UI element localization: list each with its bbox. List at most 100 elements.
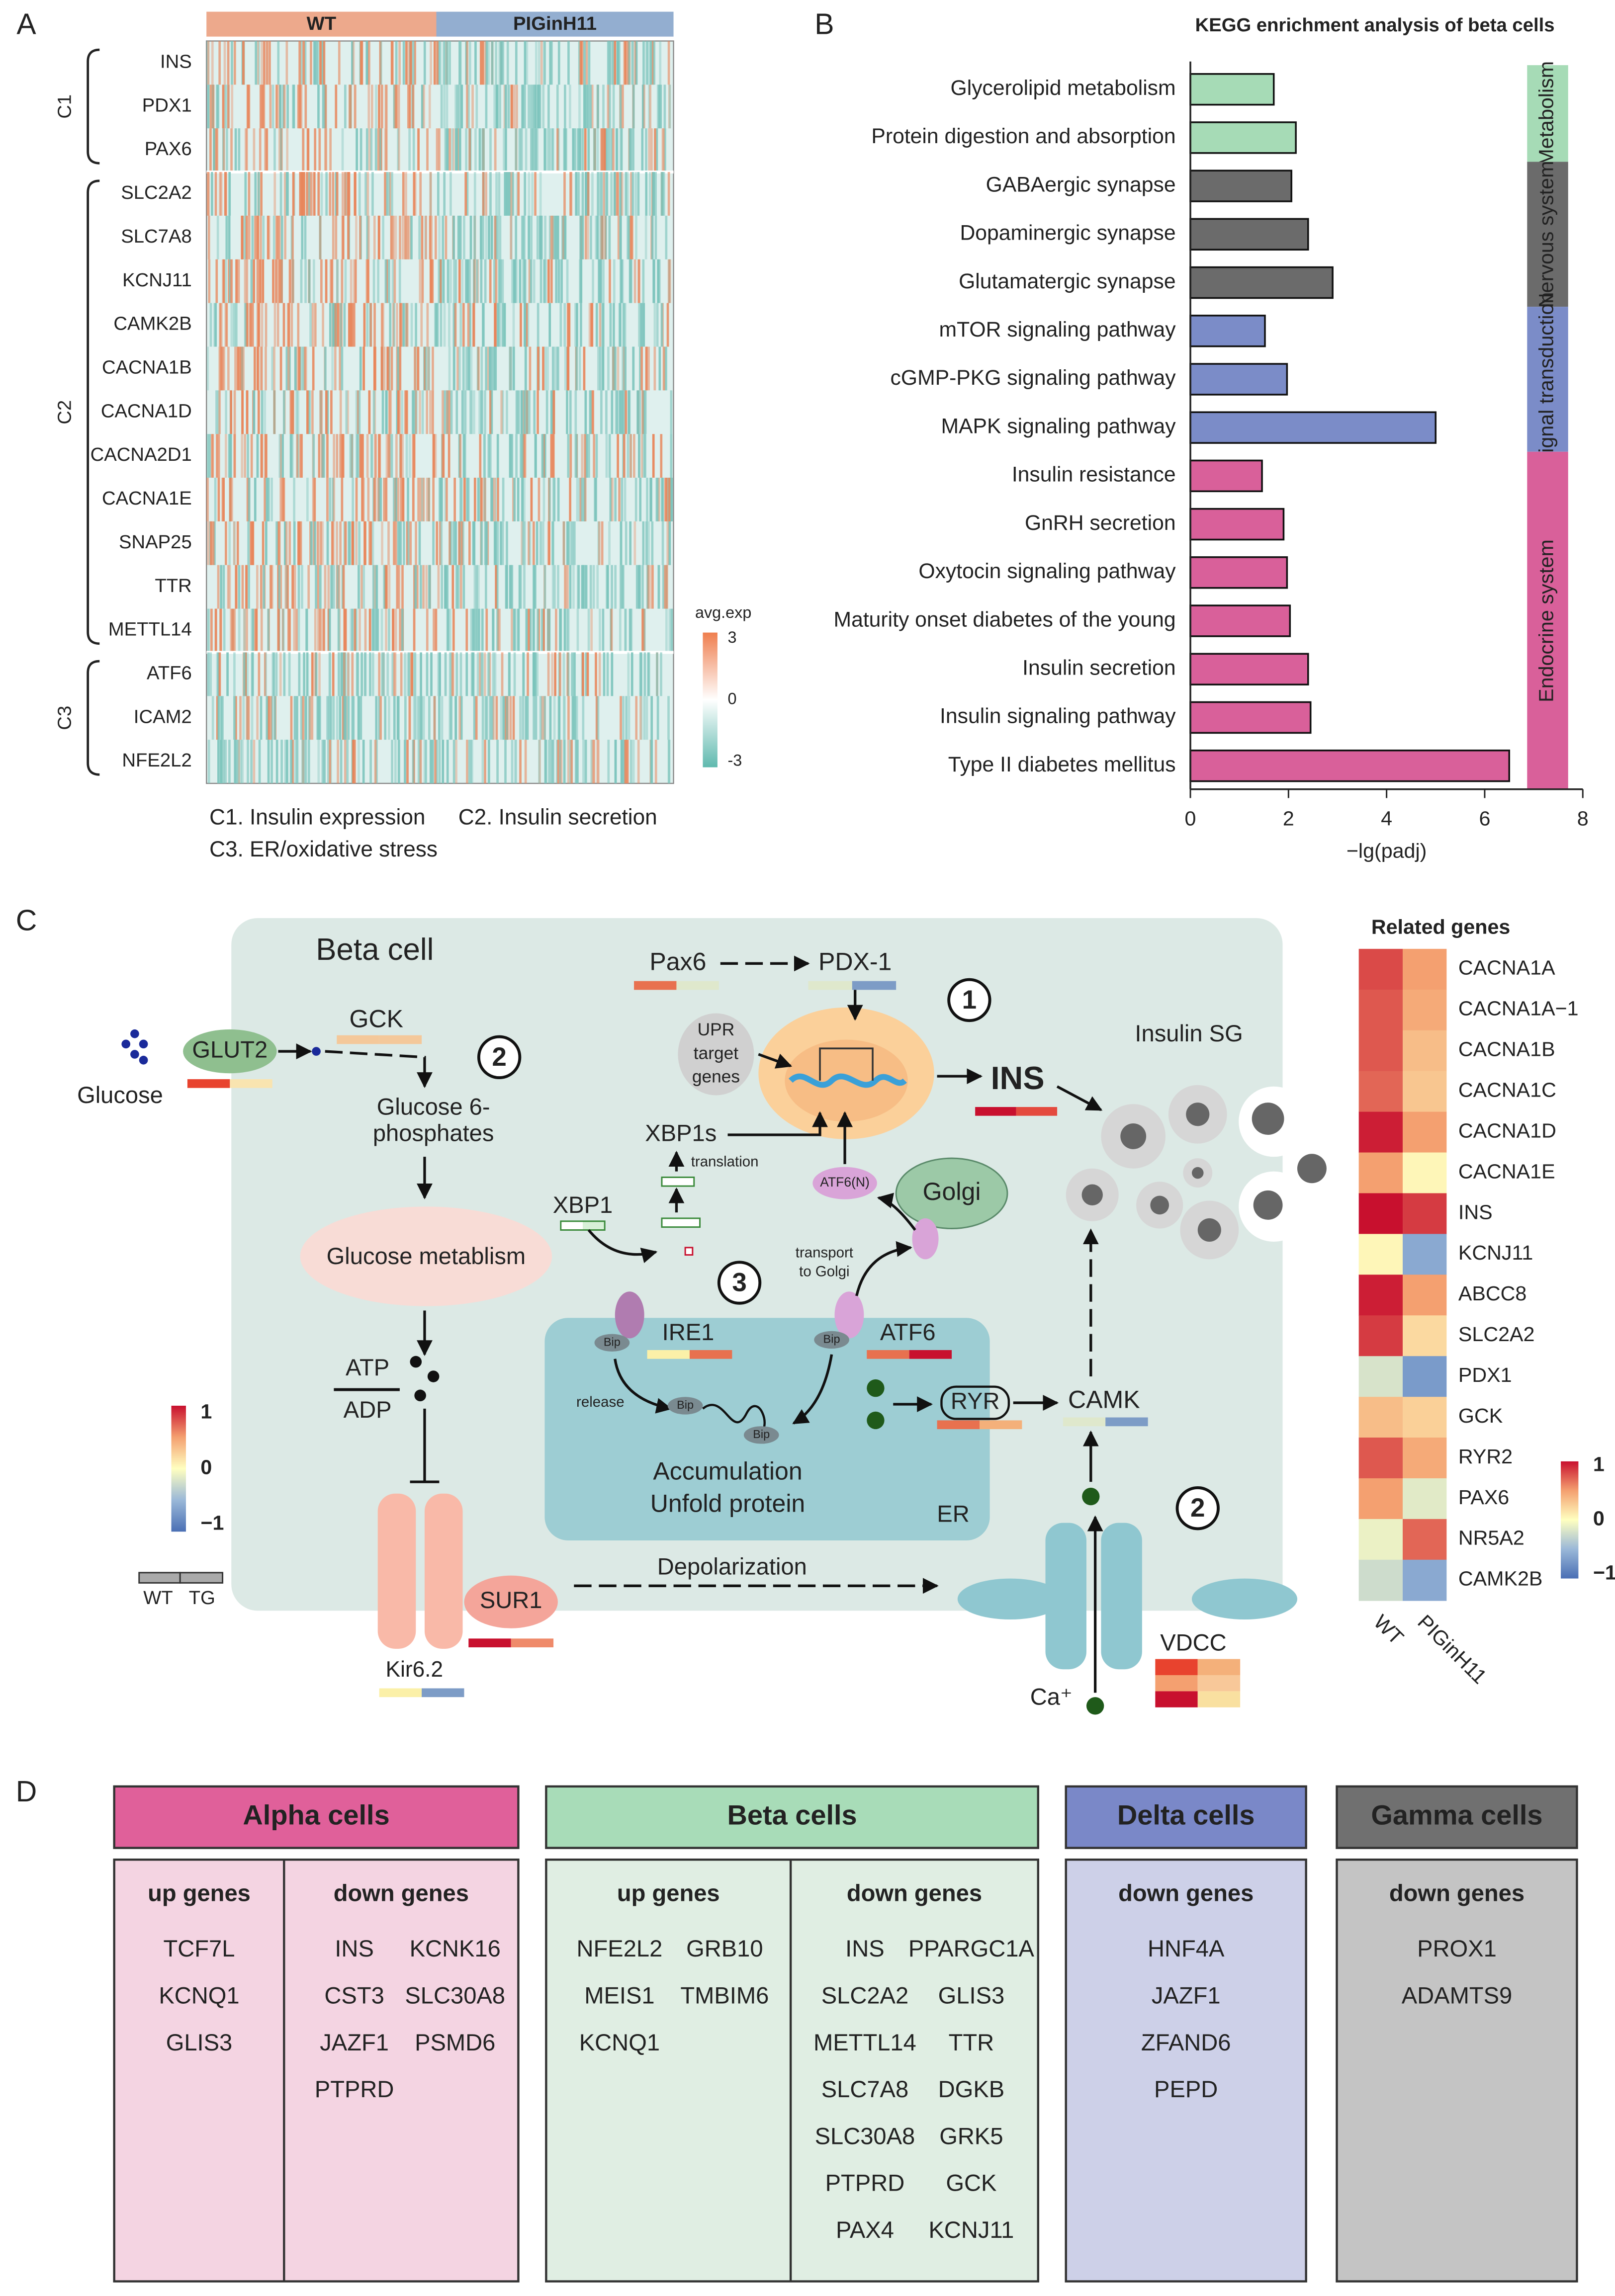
heatmap-texture	[466, 172, 469, 216]
heatmap-cell	[1358, 1478, 1403, 1520]
heatmap-texture	[385, 478, 388, 521]
heatmap-texture	[653, 346, 656, 391]
heatmap-texture	[248, 85, 251, 129]
step-circle	[947, 978, 991, 1022]
heatmap-texture	[469, 303, 471, 347]
heatmap-texture	[238, 740, 240, 783]
heatmap-texture	[350, 259, 353, 303]
heatmap-cell	[1403, 1438, 1447, 1479]
heatmap-texture	[280, 740, 283, 783]
heatmap-texture	[337, 608, 340, 653]
heatmap-texture	[441, 434, 444, 478]
heatmap-texture	[557, 478, 560, 521]
panel-label: B	[814, 8, 834, 41]
x-tick-label: 4	[1381, 807, 1392, 830]
heatmap-texture	[256, 346, 259, 391]
ca-dot	[867, 1379, 885, 1397]
heatmap-texture	[550, 215, 553, 259]
heatmap-texture	[278, 128, 281, 172]
heatmap-texture	[215, 259, 218, 303]
heatmap-texture	[656, 85, 659, 129]
heatmap-texture	[458, 128, 461, 172]
gene-label: JAZF1	[1152, 1982, 1221, 2009]
heatmap-texture	[482, 128, 485, 172]
heatmap-texture	[233, 521, 236, 565]
heatmap-texture	[485, 172, 487, 216]
heatmap-texture	[576, 303, 578, 347]
heatmap-texture	[308, 390, 311, 434]
heatmap-texture	[397, 740, 400, 783]
heatmap-texture	[445, 215, 448, 259]
y-tick-label: Insulin signaling pathway	[940, 704, 1176, 728]
heatmap-texture	[617, 41, 620, 85]
label: C1. Insulin expression	[209, 805, 425, 829]
heatmap-texture	[339, 696, 342, 740]
heatmap-texture	[579, 215, 582, 259]
heatmap-texture	[216, 652, 219, 696]
heatmap-texture	[400, 303, 403, 347]
heatmap-texture	[637, 172, 640, 216]
heatmap-texture	[614, 565, 617, 609]
heatmap-texture	[341, 346, 344, 391]
heatmap-texture	[646, 478, 648, 521]
heatmap-texture	[391, 172, 393, 216]
heatmap-texture	[398, 259, 401, 303]
heatmap-texture	[332, 172, 335, 216]
gene-label: PDX1	[142, 94, 192, 116]
heatmap-texture	[613, 172, 616, 216]
heatmap-texture	[340, 303, 342, 347]
heatmap-texture	[438, 740, 441, 783]
heatmap-texture	[365, 41, 368, 85]
heatmap-texture	[225, 303, 228, 347]
expr-bar	[582, 1221, 605, 1230]
heatmap-texture	[622, 346, 625, 391]
heatmap-texture	[488, 346, 491, 391]
y-tick-label: Glutamatergic synapse	[959, 269, 1175, 293]
heatmap-texture	[535, 85, 538, 129]
heatmap-texture	[282, 478, 284, 521]
heatmap-texture	[487, 346, 490, 391]
heatmap-texture	[570, 521, 573, 565]
heatmap-texture	[394, 521, 397, 565]
heatmap-texture	[449, 259, 452, 303]
heatmap-texture	[338, 565, 341, 609]
heatmap-texture	[506, 172, 509, 216]
heatmap-texture	[515, 390, 518, 434]
heatmap-texture	[461, 521, 463, 565]
heatmap-texture	[319, 390, 322, 434]
heatmap-texture	[625, 390, 628, 434]
heatmap-texture	[610, 41, 613, 85]
heatmap-texture	[565, 128, 567, 172]
heatmap-texture	[371, 521, 374, 565]
heatmap-texture	[607, 128, 610, 172]
heatmap-texture	[559, 608, 562, 653]
heatmap-texture	[408, 85, 411, 129]
y-tick-label: Dopaminergic synapse	[960, 221, 1175, 245]
heatmap-texture	[530, 85, 533, 129]
heatmap-texture	[349, 521, 352, 565]
heatmap-texture	[432, 478, 435, 521]
heatmap-texture	[406, 652, 409, 696]
heatmap-texture	[449, 696, 451, 740]
heatmap-texture	[576, 740, 579, 783]
legend-tick: 1	[1593, 1453, 1605, 1476]
heatmap-cell	[1403, 948, 1447, 990]
arrow	[614, 1359, 672, 1414]
heatmap-texture	[359, 608, 361, 653]
heatmap-texture	[246, 608, 248, 653]
heatmap-texture	[562, 696, 565, 740]
heatmap-texture	[293, 521, 296, 565]
column-heading: down genes	[1389, 1879, 1525, 1906]
heatmap-texture	[468, 128, 471, 172]
heatmap-texture	[273, 390, 276, 434]
heatmap-texture	[300, 85, 303, 129]
heatmap-texture	[314, 128, 317, 172]
heatmap-texture	[359, 346, 362, 391]
heatmap-texture	[340, 740, 343, 783]
gene-label: GCK	[946, 2170, 996, 2196]
heatmap-texture	[517, 478, 520, 521]
heatmap-texture	[380, 346, 383, 391]
gene-label: GLIS3	[166, 2029, 233, 2055]
kir-channel	[424, 1493, 463, 1649]
gene-label: PPARGC1A	[908, 1935, 1035, 1961]
